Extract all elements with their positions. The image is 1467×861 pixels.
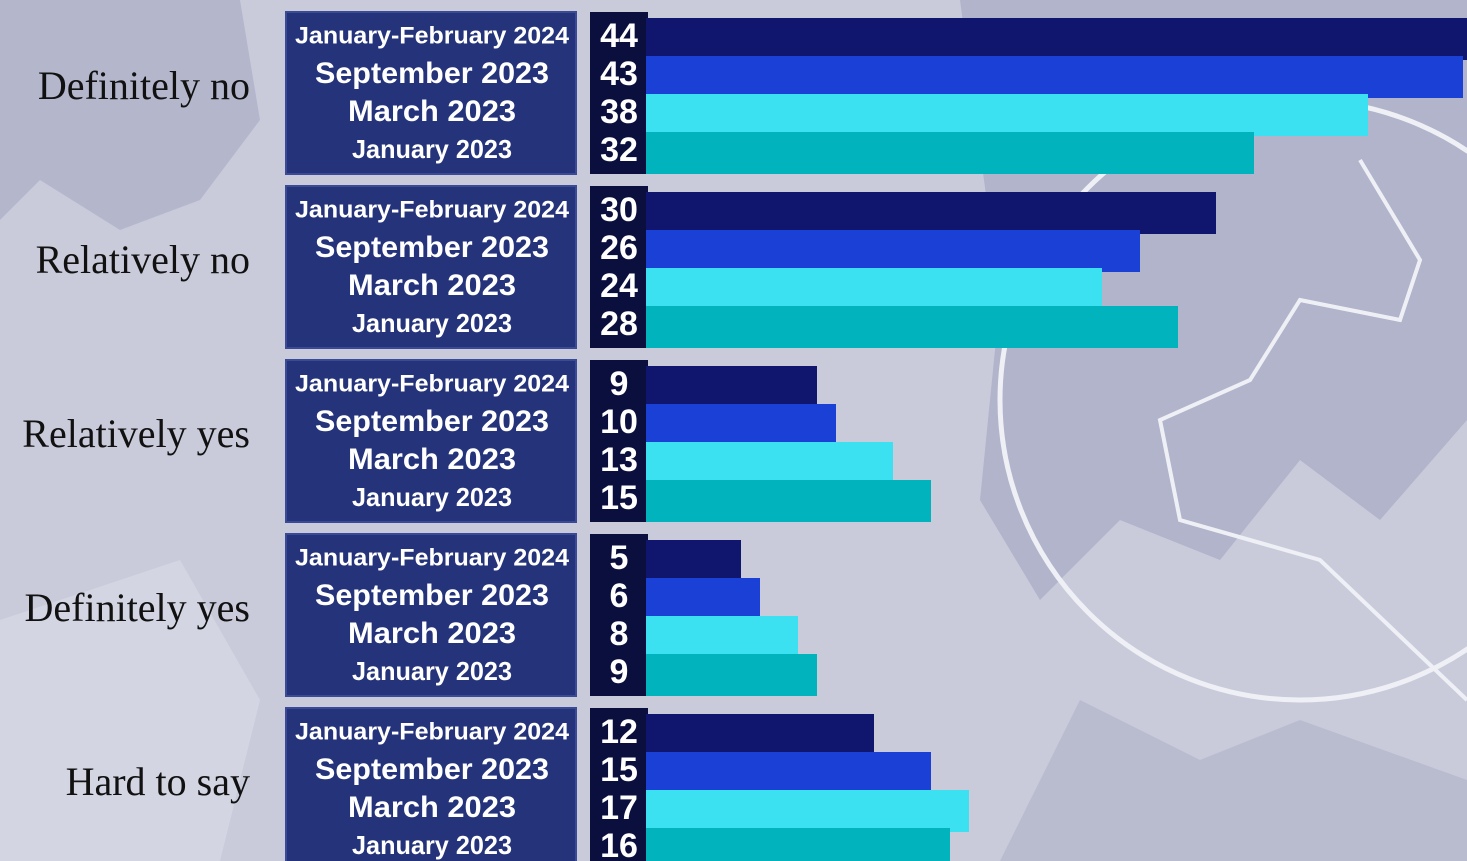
series-label: January 2023 bbox=[352, 308, 512, 338]
series-label: January-February 2024 bbox=[295, 22, 570, 49]
value-label: 32 bbox=[600, 131, 638, 169]
bar bbox=[646, 94, 1368, 136]
value-box bbox=[590, 12, 648, 174]
series-label: September 2023 bbox=[315, 231, 549, 264]
series-label: January-February 2024 bbox=[295, 196, 570, 223]
legend-box bbox=[285, 185, 577, 349]
bar bbox=[646, 132, 1254, 174]
value-box bbox=[590, 708, 648, 861]
bar bbox=[646, 192, 1216, 234]
category-label: Hard to say bbox=[66, 759, 250, 804]
value-label: 43 bbox=[600, 55, 638, 93]
value-label: 6 bbox=[610, 577, 629, 615]
value-label: 17 bbox=[600, 789, 638, 827]
series-label: January 2023 bbox=[352, 134, 512, 164]
legend-box bbox=[285, 359, 577, 523]
legend-box bbox=[285, 11, 577, 175]
value-label: 24 bbox=[600, 267, 638, 305]
bar bbox=[646, 480, 931, 522]
bar bbox=[646, 616, 798, 658]
value-label: 15 bbox=[600, 479, 638, 517]
value-label: 9 bbox=[610, 653, 629, 691]
value-label: 28 bbox=[600, 305, 638, 343]
value-label: 44 bbox=[600, 17, 638, 55]
series-label: January-February 2024 bbox=[295, 544, 570, 571]
series-label: January 2023 bbox=[352, 482, 512, 512]
series-label: January-February 2024 bbox=[295, 718, 570, 745]
series-label: March 2023 bbox=[348, 443, 516, 476]
bar bbox=[646, 268, 1102, 310]
value-label: 15 bbox=[600, 751, 638, 789]
bar bbox=[646, 306, 1178, 348]
series-label: September 2023 bbox=[315, 753, 549, 786]
series-label: March 2023 bbox=[348, 95, 516, 128]
plot: Definitely no January-February 2024 44 Sept… bbox=[22, 11, 1467, 861]
bar bbox=[646, 540, 741, 582]
legend-box bbox=[285, 533, 577, 697]
bar bbox=[646, 230, 1140, 272]
series-label: March 2023 bbox=[348, 617, 516, 650]
bar bbox=[646, 752, 931, 794]
category-label: Relatively no bbox=[36, 237, 250, 282]
value-label: 10 bbox=[600, 403, 638, 441]
value-label: 9 bbox=[610, 365, 629, 403]
category-label: Definitely no bbox=[38, 63, 250, 108]
value-label: 16 bbox=[600, 827, 638, 861]
bar bbox=[646, 828, 950, 861]
value-label: 5 bbox=[610, 539, 629, 577]
value-label: 12 bbox=[600, 713, 638, 751]
series-label: September 2023 bbox=[315, 405, 549, 438]
series-label: January 2023 bbox=[352, 830, 512, 860]
legend-box bbox=[285, 707, 577, 861]
value-label: 13 bbox=[600, 441, 638, 479]
category-label: Relatively yes bbox=[22, 411, 250, 456]
bar bbox=[646, 404, 836, 446]
value-label: 30 bbox=[600, 191, 638, 229]
bar bbox=[646, 18, 1467, 60]
bar bbox=[646, 578, 760, 620]
value-label: 38 bbox=[600, 93, 638, 131]
category-label: Definitely yes bbox=[25, 585, 251, 630]
bar bbox=[646, 654, 817, 696]
series-label: September 2023 bbox=[315, 57, 549, 90]
series-label: January-February 2024 bbox=[295, 370, 570, 397]
bar bbox=[646, 714, 874, 756]
bar bbox=[646, 56, 1463, 98]
value-box bbox=[590, 534, 648, 696]
series-label: March 2023 bbox=[348, 791, 516, 824]
value-box bbox=[590, 186, 648, 348]
series-label: January 2023 bbox=[352, 656, 512, 686]
series-label: September 2023 bbox=[315, 579, 549, 612]
bar bbox=[646, 366, 817, 408]
value-label: 26 bbox=[600, 229, 638, 267]
series-label: March 2023 bbox=[348, 269, 516, 302]
value-label: 8 bbox=[610, 615, 629, 653]
bar bbox=[646, 790, 969, 832]
bar bbox=[646, 442, 893, 484]
value-box bbox=[590, 360, 648, 522]
